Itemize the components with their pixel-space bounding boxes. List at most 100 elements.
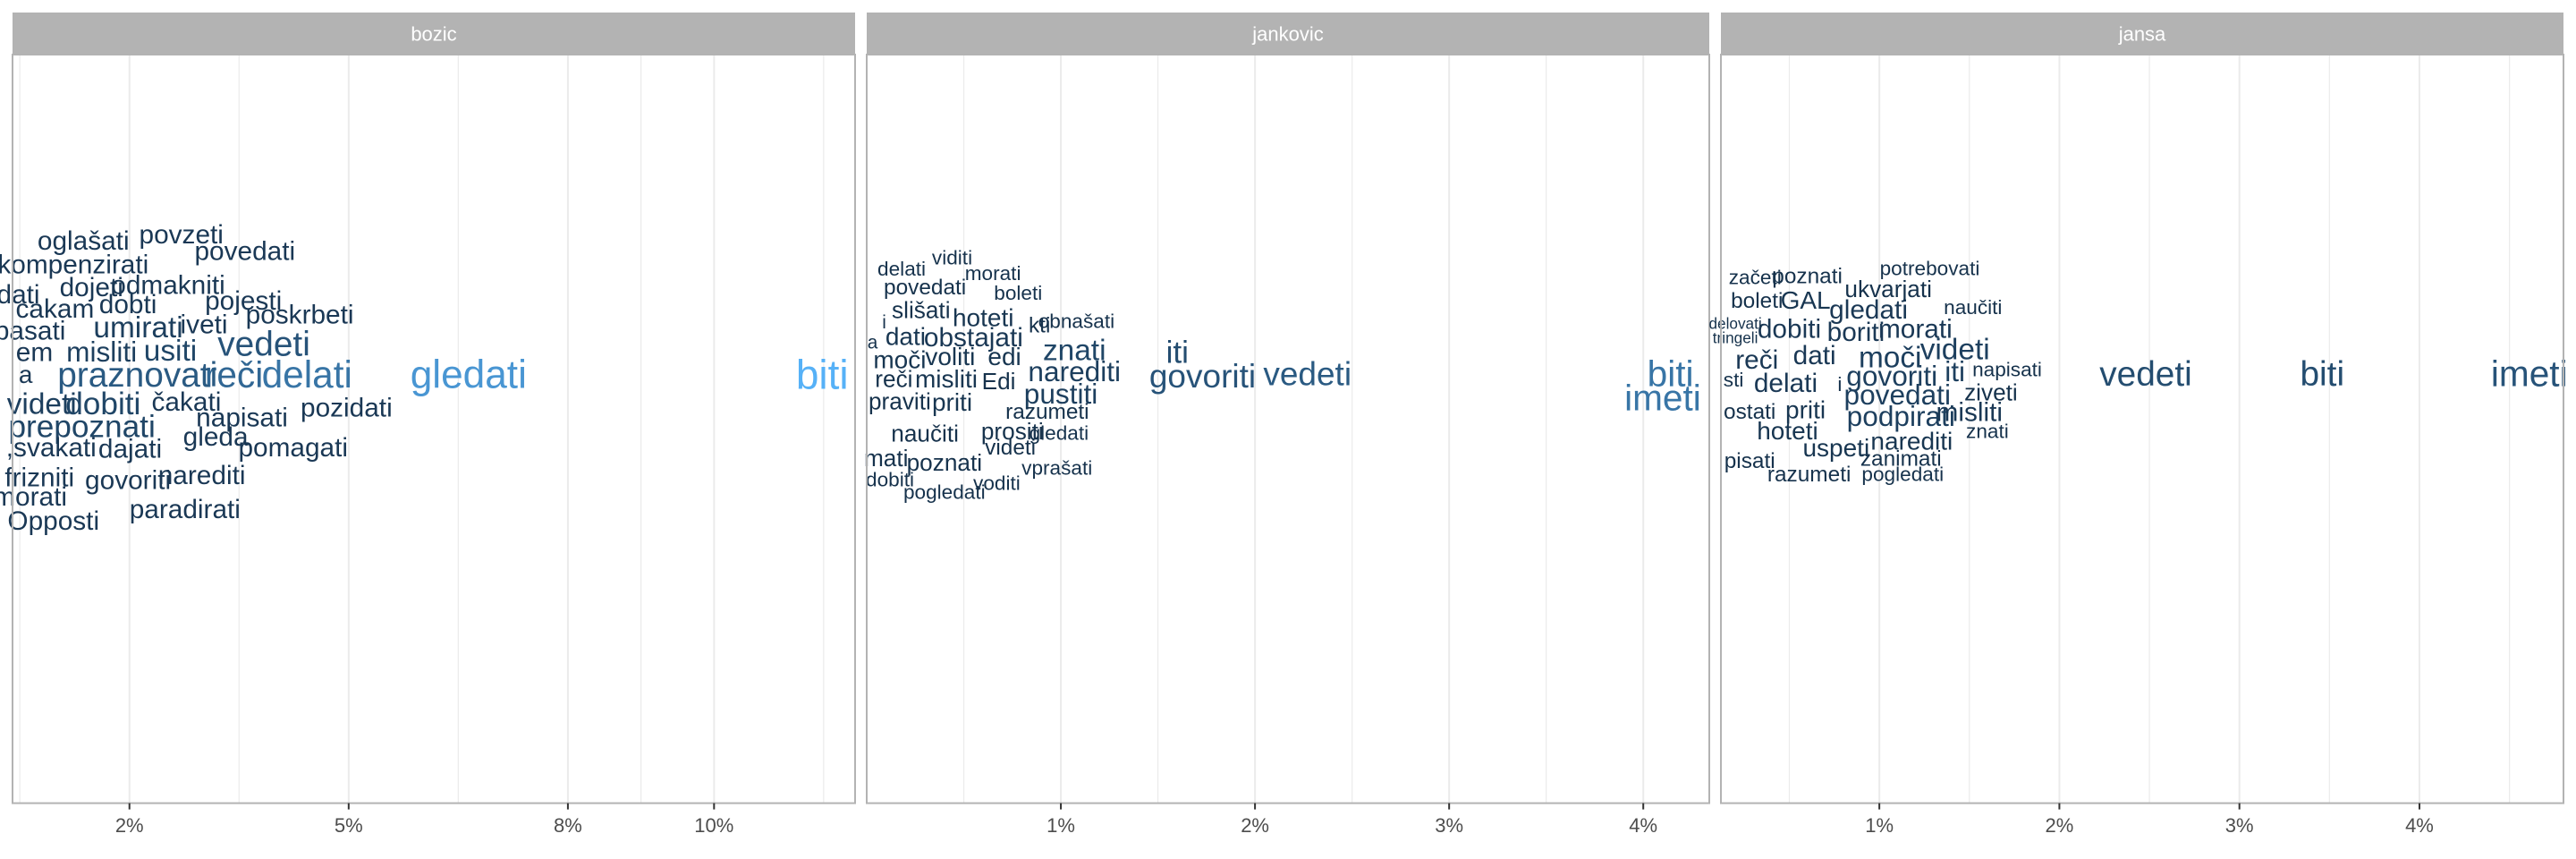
- word-label: sti: [1724, 369, 1744, 391]
- word-label: prositi: [981, 418, 1044, 445]
- word-label: gledati: [1030, 421, 1089, 444]
- word-label: gleda: [183, 422, 249, 452]
- word-label: praviti: [869, 388, 931, 415]
- panel-border: [866, 54, 1710, 804]
- word-label: boleti: [1731, 289, 1783, 313]
- panel-background: [867, 55, 1709, 804]
- facet-panel-jankovic: jankovicbitiimetivedetigovoritiitiznatin…: [864, 13, 1710, 837]
- word-label: poskrbeti: [246, 301, 354, 330]
- word-label: pozidati: [301, 393, 393, 422]
- word-label: ukvarjati: [1844, 276, 1932, 302]
- word-label: napisati: [1972, 358, 2042, 380]
- word-label: povzeti: [140, 220, 224, 250]
- word-label: delati: [262, 353, 352, 395]
- word-label: morati: [0, 482, 67, 512]
- x-tick-label: 2%: [115, 814, 144, 837]
- word-label: morati: [1878, 315, 1953, 344]
- word-label: hoteti: [953, 303, 1014, 331]
- word-label: imeti: [2491, 353, 2568, 395]
- word-label: poznati: [1772, 264, 1843, 288]
- x-tick-label: 1%: [1865, 814, 1894, 837]
- word-label: podpirati: [1847, 400, 1955, 432]
- word-label: iti: [1945, 355, 1965, 387]
- word-label: obnašati: [1038, 310, 1114, 333]
- word-label: biti: [2300, 355, 2344, 394]
- word-label: govoriti: [1846, 360, 1937, 392]
- word-label: dati: [886, 322, 926, 350]
- word-label: dobti: [99, 290, 157, 319]
- word-label: biti: [796, 351, 849, 397]
- word-label: narediti: [1870, 427, 1953, 455]
- facet-strip: [13, 13, 855, 55]
- word-label: gledati: [411, 353, 527, 397]
- word-label: basati: [0, 316, 65, 345]
- facet-panel-jansa: jansa imeti biti vedeti iti napisatividetimoč…: [1708, 13, 2568, 837]
- x-tick-label: 8%: [554, 814, 582, 837]
- word-label: znati: [1043, 334, 1106, 367]
- word-label: gledati: [1829, 295, 1908, 325]
- word-label: zanimati: [1860, 447, 1942, 471]
- word-label: kti: [1029, 314, 1050, 338]
- word-label: znati: [1966, 421, 2009, 443]
- x-tick-label: 3%: [2225, 814, 2254, 837]
- word-label: boleti: [994, 282, 1042, 304]
- word-label: pomagati: [238, 433, 348, 463]
- word-label: vprašati: [1021, 457, 1092, 480]
- word-label: dati: [1793, 341, 1836, 370]
- panel-background: [1721, 55, 2563, 804]
- x-tick-label: 4%: [2405, 814, 2434, 837]
- word-label: čakati: [152, 387, 222, 417]
- word-label: priti: [1785, 395, 1826, 423]
- x-tick-label: 3%: [1435, 814, 1463, 837]
- word-label: dojeti: [60, 273, 123, 302]
- word-label: voliti: [925, 343, 975, 370]
- word-label: dobiti: [866, 468, 914, 490]
- word-label: vedeti: [217, 326, 310, 364]
- word-label: dajati: [98, 434, 162, 464]
- word-label: misliti: [66, 336, 137, 368]
- word-label: dati: [0, 280, 40, 310]
- word-label: umirati: [93, 311, 182, 344]
- word-label: Opposti: [7, 506, 99, 536]
- word-label: hoteti: [1757, 417, 1818, 445]
- word-label: reči: [875, 365, 912, 392]
- facet-panel-bozic: bozic biti gledati delatirečipraznovativede…: [0, 13, 856, 837]
- word-label: morati: [965, 262, 1021, 285]
- word-label: iveti: [181, 310, 228, 340]
- word-label: razumeti: [1005, 400, 1089, 424]
- word-label: naučiti: [891, 420, 959, 447]
- word-label: delovati: [1708, 314, 1761, 332]
- word-label: govoriti: [1149, 358, 1256, 395]
- x-tick-label: 2%: [1241, 814, 1269, 837]
- word-label: viditi: [932, 247, 972, 269]
- word-label: a: [868, 333, 878, 353]
- word-label: pustiti: [1024, 378, 1098, 410]
- word-label: napisati: [196, 403, 288, 432]
- word-label: razumeti: [1767, 463, 1852, 487]
- word-label: reči: [1735, 345, 1778, 375]
- word-label: tringeli: [1713, 328, 1758, 346]
- word-label: oglašati: [38, 226, 130, 256]
- word-label: reči: [205, 353, 263, 395]
- x-tick-label: 5%: [335, 814, 363, 837]
- word-label: priti: [932, 388, 972, 416]
- word-label: em: [16, 338, 53, 368]
- x-tick-label: 2%: [2046, 814, 2074, 837]
- word-label: uspeti: [1802, 434, 1869, 462]
- word-label: edi: [987, 343, 1021, 370]
- word-label: dobiti: [1758, 315, 1821, 344]
- word-label: povedati: [1844, 378, 1951, 411]
- word-label: cakam: [16, 294, 95, 324]
- word-label: prepoznati: [8, 409, 155, 444]
- word-label: odmakniti: [111, 270, 225, 300]
- word-label: obstajati: [924, 323, 1023, 353]
- word-label: videti: [985, 436, 1036, 460]
- word-label: delati: [877, 258, 926, 280]
- word-label: frizniti: [4, 463, 74, 492]
- word-label: biti: [1648, 353, 1694, 395]
- word-label: narediti: [1028, 355, 1121, 387]
- panel-border: [1720, 54, 2564, 804]
- word-label: narediti: [158, 461, 246, 490]
- panel-border: [12, 54, 856, 804]
